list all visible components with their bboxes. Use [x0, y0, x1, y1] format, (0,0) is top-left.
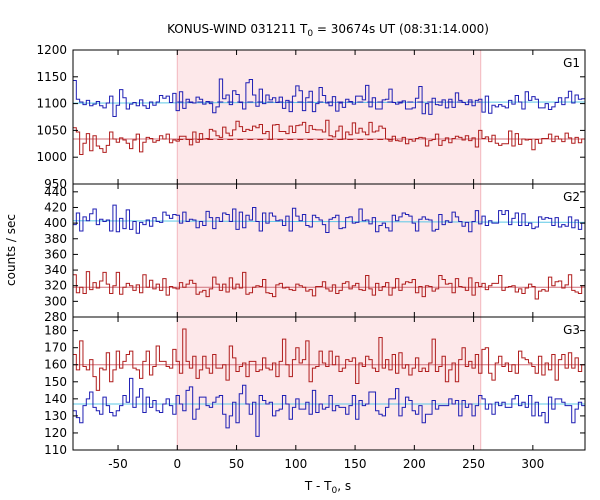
panel-3-series-2-line	[73, 328, 585, 391]
shaded-interval-layer	[176, 50, 482, 450]
x-tick-label: 200	[403, 457, 426, 471]
panel-3-y-tick-label: 120	[44, 426, 67, 440]
panel-3-series-1-line	[73, 377, 585, 437]
panel-3-y-tick-label: 110	[44, 443, 67, 457]
panel-2-y-tick-label: 440	[44, 185, 67, 199]
panel-1-series-2-line	[73, 119, 585, 156]
x-tick-label: 100	[284, 457, 307, 471]
panel-2-y-tick-label: 380	[44, 232, 67, 246]
panel-2-y-tick-label: 420	[44, 200, 67, 214]
panel-3-y-tick-label: 130	[44, 409, 67, 423]
panel-1-y-tick-label: 1150	[36, 70, 67, 84]
x-tick-label: 150	[344, 457, 367, 471]
panel-1-y-tick-label: 1200	[36, 43, 67, 57]
series-layer	[73, 78, 585, 437]
panel-2-y-tick-label: 300	[44, 294, 67, 308]
panel-2-label: G2	[563, 190, 580, 204]
panel-3-frame	[72, 316, 586, 451]
shaded-interval	[177, 50, 481, 450]
y-axis-label: counts / sec	[4, 214, 18, 286]
tick-layer: 95010001050110011501200G1280300320340360…	[36, 43, 585, 471]
panel-1-trend-line-1	[72, 101, 586, 104]
panel-3-y-tick-label: 150	[44, 375, 67, 389]
x-tick-label: 50	[229, 457, 244, 471]
panel-2-series-1-line	[73, 204, 585, 234]
panel-2-y-tick-label: 340	[44, 263, 67, 277]
x-tick-label: 250	[462, 457, 485, 471]
panel-2-series-2-line	[73, 271, 585, 300]
panel-1-y-tick-label: 950	[44, 177, 67, 191]
panel-1-y-tick-label: 1000	[36, 150, 67, 164]
x-axis-label: T - T0, s	[304, 479, 351, 496]
x-tick-label: 0	[173, 457, 181, 471]
panel-2-y-tick-label: 360	[44, 247, 67, 261]
panel-1-y-tick-label: 1100	[36, 97, 67, 111]
panel-1-y-tick-label: 1050	[36, 123, 67, 137]
panel-1-label: G1	[563, 56, 580, 70]
panel-2-y-tick-label: 280	[44, 310, 67, 324]
panel-3-y-tick-label: 180	[44, 324, 67, 338]
panel-3-y-tick-label: 160	[44, 358, 67, 372]
x-tick-label: -50	[108, 457, 128, 471]
panel-3-y-tick-label: 170	[44, 341, 67, 355]
panel-2-y-tick-label: 320	[44, 279, 67, 293]
dashed-level-layer	[177, 101, 481, 141]
chart-title: KONUS-WIND 031211 T0 = 30674s UT (08:31:…	[167, 22, 489, 39]
panel-3-label: G3	[563, 323, 580, 337]
frame-layer	[72, 49, 586, 451]
panel-1-series-1-line	[73, 78, 585, 117]
x-tick-label: 300	[521, 457, 544, 471]
panel-3-y-tick-label: 140	[44, 392, 67, 406]
panel-2-y-tick-label: 400	[44, 216, 67, 230]
